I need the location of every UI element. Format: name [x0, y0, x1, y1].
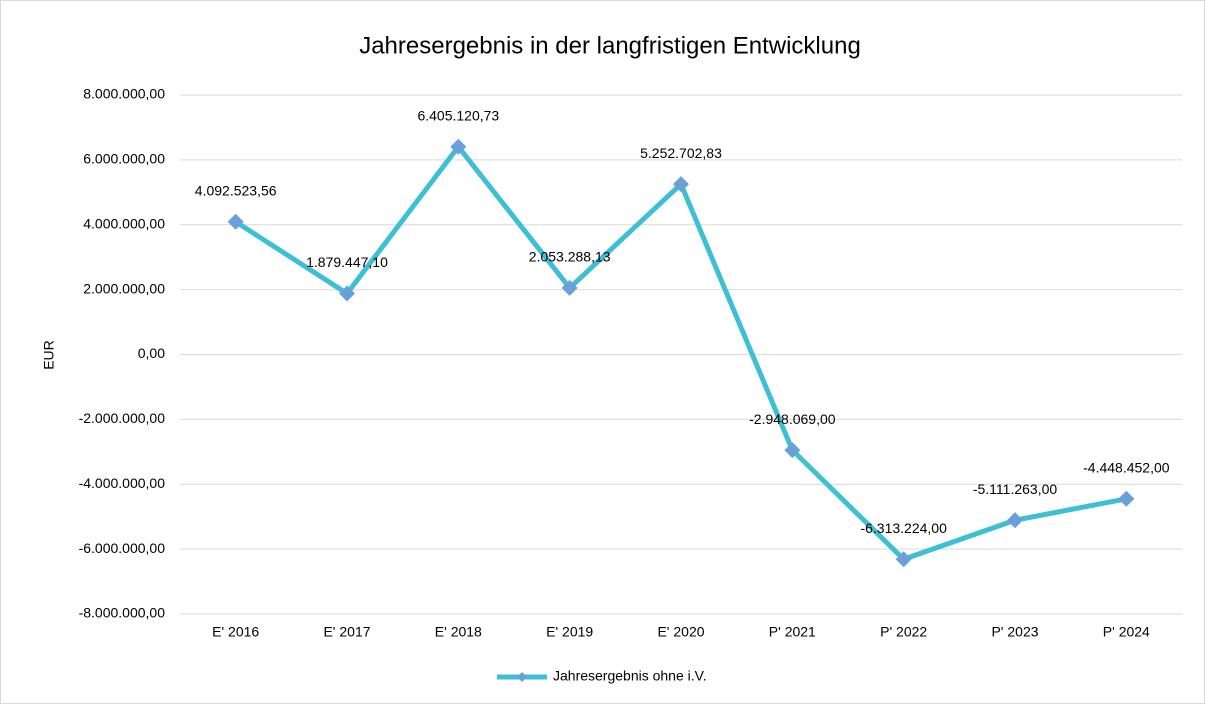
data-point — [450, 138, 467, 155]
data-point — [784, 442, 801, 459]
legend-label: Jahresergebnis ohne i.V. — [553, 668, 707, 684]
data-point — [227, 213, 244, 230]
y-tick-label: 2.000.000,00 — [83, 280, 165, 296]
x-tick-label: E' 2019 — [546, 624, 593, 640]
data-label: 6.405.120,73 — [417, 107, 499, 123]
y-tick-label: 8.000.000,00 — [83, 86, 165, 102]
data-point — [895, 551, 912, 568]
y-tick-label: -4.000.000,00 — [79, 475, 166, 491]
data-point — [339, 285, 355, 302]
y-tick-label: 6.000.000,00 — [83, 151, 165, 167]
data-label: -5.111.263,00 — [973, 481, 1058, 497]
x-tick-label: P' 2022 — [880, 624, 927, 640]
y-axis-label: EUR — [41, 340, 57, 370]
x-tick-label: E' 2020 — [657, 624, 704, 640]
y-tick-label: 4.000.000,00 — [83, 215, 165, 231]
x-tick-label: E' 2016 — [212, 624, 259, 640]
x-tick-label: E' 2018 — [435, 624, 482, 640]
chart-title: Jahresergebnis in der langfristigen Entw… — [359, 32, 861, 59]
y-tick-label: -2.000.000,00 — [79, 410, 166, 426]
x-tick-label: E' 2017 — [323, 624, 370, 640]
data-label: 4.092.523,56 — [195, 182, 277, 198]
y-tick-label: 0,00 — [138, 345, 165, 361]
data-point — [1118, 490, 1135, 507]
data-point — [1007, 512, 1023, 529]
data-label: 2.053.288,13 — [529, 249, 611, 265]
data-label: -6.313.224,00 — [860, 520, 947, 536]
data-label: -4.448.452,00 — [1083, 459, 1170, 475]
x-tick-label: P' 2024 — [1103, 624, 1150, 640]
data-label: 5.252.702,83 — [640, 145, 722, 161]
y-tick-label: -8.000.000,00 — [79, 605, 166, 621]
data-point — [561, 279, 578, 296]
data-point — [673, 176, 689, 193]
legend-marker — [517, 672, 527, 682]
x-tick-label: P' 2023 — [991, 624, 1038, 640]
x-tick-label: P' 2021 — [769, 624, 816, 640]
data-label: -2.948.069,00 — [749, 411, 836, 427]
y-tick-label: -6.000.000,00 — [79, 540, 166, 556]
data-label: 1.879.447,10 — [306, 254, 388, 270]
